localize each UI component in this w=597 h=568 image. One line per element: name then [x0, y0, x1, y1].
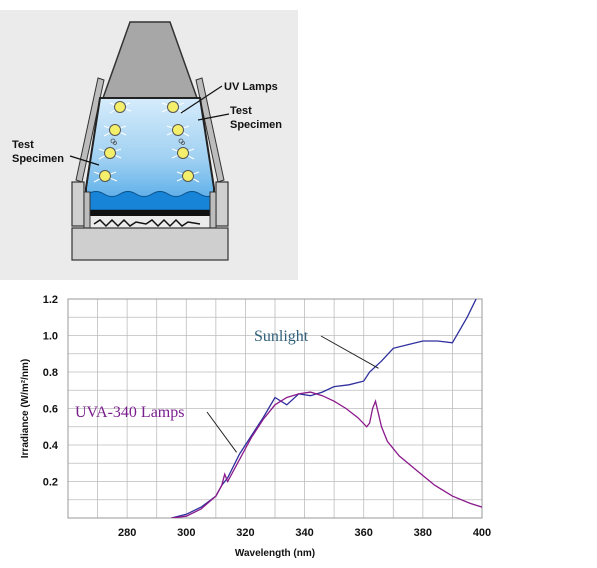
uv-lamps-label: UV Lamps [224, 81, 278, 93]
chart-svg: 280 300 320 340 360 380 4000.20.40.60.81.01.2 … [20, 294, 491, 559]
y-tick-label: 1.2 [43, 294, 58, 306]
series-line-uva-340-lamps [171, 391, 482, 518]
x-tick-label: 360 [355, 527, 373, 539]
leader-lines [69, 85, 230, 166]
uv-lamps [93, 101, 200, 183]
lamp-left-2 [103, 124, 127, 137]
x-tick-label: 320 [236, 527, 254, 539]
lamp-left-4 [93, 170, 118, 183]
tester-cross-section: UV Lamps Test Specimen Test Specimen [12, 21, 282, 261]
sunlight-leader-line [320, 335, 379, 369]
test-specimen-left-label-2: Specimen [12, 153, 64, 165]
lamp-left-1 [109, 101, 132, 114]
water-tray [88, 210, 212, 216]
test-specimen-right-label-2: Specimen [230, 119, 282, 131]
y-tick-label: 0.4 [43, 440, 59, 452]
y-tick-label: 0.6 [43, 404, 58, 416]
plot-frame [67, 298, 483, 519]
irradiance-chart: 280 300 320 340 360 380 400 0.2 0.4 0.6 0.8 1.0 1.2 … [0, 288, 597, 568]
sunlight-label: Sunlight [254, 328, 309, 345]
uva-leader-line [206, 411, 237, 453]
x-tick-label: 280 [118, 527, 136, 539]
lamp-right-4 [176, 170, 200, 183]
hood [101, 21, 199, 99]
series-lines [171, 299, 482, 518]
right-bracket [215, 181, 229, 227]
condensation-marks [110, 138, 185, 145]
tick-labels: 280 300 320 340 360 380 400 0.2 0.4 0.6 0.8 1.0 1.2 [43, 294, 491, 539]
x-tick-label: 340 [295, 527, 313, 539]
right-inner-wall [209, 191, 217, 229]
test-specimen-left-label-1: Test [12, 139, 34, 151]
left-inner-wall [83, 191, 91, 229]
uva-340-lamps-label: UVA-340 Lamps [75, 404, 184, 421]
x-axis-title: Wavelength (nm) [235, 548, 315, 559]
right-specimen-panel [195, 77, 225, 183]
lamp-left-3 [98, 147, 122, 160]
y-tick-label: 0.8 [43, 367, 58, 379]
lamp-right-2 [166, 124, 190, 137]
lamp-right-3 [171, 147, 195, 160]
annotations: Sunlight UVA-340 Lamps [75, 328, 379, 453]
y-tick-label: 1.0 [43, 331, 58, 343]
qv-tester-diagram: UV Lamps Test Specimen Test Specimen [0, 10, 298, 280]
cabinet-base [71, 227, 229, 261]
y-axis-title: Irradiance (W/m²/nm) [20, 359, 31, 458]
left-bracket [71, 181, 85, 227]
water-surface [87, 191, 215, 211]
heater-coil [93, 218, 201, 228]
series-line-sunlight [171, 299, 477, 518]
test-specimen-right-label-1: Test [230, 105, 252, 117]
x-tick-label: 300 [177, 527, 195, 539]
y-tick-label: 0.2 [43, 477, 58, 489]
x-tick-label: 400 [473, 527, 491, 539]
x-tick-label: 380 [414, 527, 432, 539]
